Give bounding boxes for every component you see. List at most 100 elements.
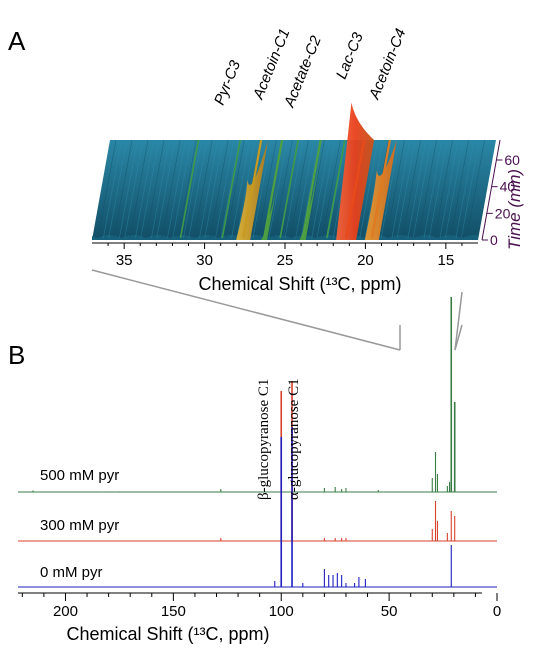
surface-streak	[364, 139, 384, 239]
surface-streak	[140, 139, 160, 239]
time-tick-label: 0	[490, 232, 498, 248]
minor-peak-streak	[279, 139, 299, 239]
surface-streak	[295, 139, 314, 239]
surface-streak	[215, 139, 234, 239]
surface-streak	[396, 139, 416, 239]
surface-streak	[119, 139, 138, 239]
surface-streak	[423, 139, 443, 239]
x-tick-label-a: 20	[357, 252, 374, 269]
x-tick-label-a: 35	[116, 252, 133, 269]
peak-lac-c3	[336, 102, 375, 241]
minor-peak-streak	[221, 139, 242, 239]
trace-label-500: 500 mM pyr	[40, 467, 119, 484]
surface-streak	[151, 139, 170, 239]
surface-streak	[209, 139, 229, 239]
surface-streak	[461, 139, 480, 239]
surface-streak	[455, 139, 475, 239]
surface-streak	[316, 139, 336, 239]
surface-streak	[322, 139, 341, 239]
surface-streak	[220, 139, 240, 239]
surface-streak	[284, 139, 304, 239]
minor-peak-streak	[179, 139, 200, 239]
surface-streak	[188, 139, 208, 239]
zoom-connector-lines	[91, 269, 463, 351]
peak-ridge-pyr-c3	[242, 139, 263, 239]
surface-streak	[412, 139, 432, 239]
peak-label-pyr-c3: Pyr-C3	[211, 57, 244, 107]
surface-streak	[231, 139, 250, 239]
x-tick-label-b: 50	[381, 603, 398, 620]
surface-streak	[450, 139, 469, 239]
panel-b-letter: B	[8, 340, 25, 370]
peak-ridge-acetate-c2	[301, 139, 322, 239]
surface-streak	[290, 139, 309, 239]
surface-streak	[225, 139, 245, 239]
time-axis: 0 20 40 60	[481, 139, 520, 248]
surface-streak	[418, 139, 437, 239]
time-tick-label: 40	[500, 179, 516, 195]
surface-streak	[434, 139, 453, 239]
time-axis-title: Time (min)	[505, 169, 524, 250]
surface-streak	[466, 139, 485, 239]
surface-streak	[156, 139, 176, 239]
surface-streak	[161, 139, 181, 239]
surface-streak	[252, 139, 272, 239]
peak-ridge-acetoin-c1	[263, 139, 284, 239]
peak-label-lac-c3: Lac-C3	[333, 30, 367, 82]
surface-streak	[113, 139, 133, 239]
time-axis-line	[481, 139, 501, 241]
time-tick-label: 60	[504, 152, 520, 168]
panel-a-3d-spectrum: 35 30 25 20 15 0 20 40 60 Pyr-C3 Acetoin-C1Aceta…	[92, 26, 524, 294]
x-axis-a: 35 30 25 20 15	[92, 242, 478, 269]
x-tick-label-a: 15	[437, 252, 454, 269]
surface-streak	[204, 139, 224, 239]
surface-streak	[311, 139, 331, 239]
x-tick-label-b: 100	[269, 603, 294, 620]
surface-streak	[391, 139, 411, 239]
surface-streak	[439, 139, 459, 239]
surface-streak	[274, 139, 293, 239]
spectrum-surface	[92, 139, 496, 240]
beta-glucopyranose-label: β-glucopyranose C1	[256, 379, 272, 500]
surface-streak	[327, 139, 347, 239]
panel-a-letter: A	[8, 26, 26, 56]
surface-streak	[268, 139, 288, 239]
surface-streak	[183, 139, 202, 239]
surface-streak	[103, 139, 122, 239]
peak-surfaces	[179, 102, 397, 241]
x-tick-label-a: 25	[277, 252, 294, 269]
x-tick-label-b: 200	[53, 603, 78, 620]
surface-streak	[359, 139, 379, 239]
x-axis-title-b: Chemical Shift (¹³C, ppm)	[66, 624, 269, 644]
surface-streak	[124, 139, 144, 239]
surface-streak	[167, 139, 186, 239]
surface-streak	[428, 139, 448, 239]
surface-streak	[306, 139, 325, 239]
surface-streak	[172, 139, 192, 239]
surface-streak	[407, 139, 427, 239]
surface-streak	[444, 139, 464, 239]
surface-streak	[193, 139, 213, 239]
x-tick-label-b: 150	[161, 603, 186, 620]
trace-label-0: 0 mM pyr	[40, 564, 103, 581]
spectra-traces	[18, 297, 497, 588]
surface-streak	[145, 139, 165, 239]
surface-streak	[135, 139, 154, 239]
surface-streak	[386, 139, 405, 239]
x-axis-b: 200 150 100 50 0	[18, 592, 501, 620]
surface-streak	[236, 139, 256, 239]
surface-streak	[300, 139, 320, 239]
peak-ridge-lac-c3	[345, 139, 366, 239]
x-axis-title-a: Chemical Shift (¹³C, ppm)	[198, 274, 401, 294]
time-tick-label: 20	[495, 205, 511, 221]
surface-streak	[129, 139, 149, 239]
peak-ridge-acetoin-c4	[370, 139, 391, 239]
trace-label-300: 300 mM pyr	[40, 517, 119, 534]
surface-streak	[257, 139, 277, 239]
surface-streak	[199, 139, 218, 239]
peak-label-acetoin-c4: Acetoin-C4	[366, 26, 410, 102]
panel-b-1d-spectra: 200 150 100 50 0 500 mM pyr 300 mM pyr 0 mM …	[18, 297, 501, 644]
x-tick-label-b: 0	[493, 603, 501, 620]
